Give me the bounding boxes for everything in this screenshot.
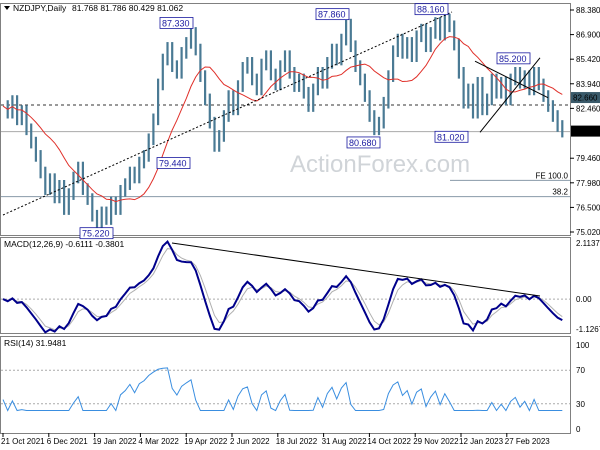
price-label: 87.330: [162, 18, 190, 28]
x-tick-label: 19 Jan 2022: [93, 437, 138, 446]
x-tick-label: 29 Nov 2022: [413, 437, 459, 446]
macd-line: [2, 240, 563, 334]
main-panel: [0, 3, 571, 236]
price-plot: FE 100.0 38.2 87.330 87.860 88.160 85.200 82.6…: [1, 3, 600, 240]
fib-label: FE 100.0: [536, 171, 569, 180]
price-label: 75.220: [82, 229, 110, 239]
x-tick-label: 2 Jun 2022: [230, 437, 270, 446]
y-tick-label: 76.500: [576, 203, 600, 212]
price-label-box: [434, 130, 469, 143]
current-price-box: [571, 125, 600, 137]
price-label: 85.200: [499, 54, 527, 64]
x-tick-label: 6 Dec 2021: [47, 437, 88, 446]
y-tick-label: 77.980: [576, 179, 600, 188]
price-label-box: [346, 136, 381, 149]
price-label: 88.160: [417, 5, 445, 15]
price-label-box: [79, 227, 114, 240]
price-label-box: [156, 157, 191, 169]
macd-plot: 2.1137 0.00 -1.1267: [1, 239, 600, 334]
price-label: 81.020: [437, 132, 465, 142]
x-tick-label: 31 Aug 2022: [322, 437, 367, 446]
macd-tick-label: 2.1137: [576, 239, 600, 248]
price-label: 87.860: [318, 10, 346, 20]
price-marker-box: [571, 92, 600, 104]
watermark: ActionForex.com: [290, 151, 470, 178]
rsi-tick-label: 30: [576, 400, 585, 409]
y-tick-label: 85.420: [576, 55, 600, 64]
rsi-panel: [0, 336, 571, 434]
price-label-box: [159, 17, 194, 29]
y-tick-label: 88.380: [576, 6, 600, 15]
x-tick-label: 18 Jul 2022: [276, 437, 318, 446]
price-label: 79.440: [159, 159, 187, 169]
moving-average-line: [2, 36, 563, 203]
y-tick-label: 75.020: [576, 228, 600, 237]
price-label: 80.680: [349, 138, 377, 148]
y-tick-label: 83.940: [576, 80, 600, 89]
rsi-tick-label: 70: [576, 366, 585, 375]
price-label-box: [414, 3, 449, 16]
symbol-title: NZDJPY,Daily: [13, 3, 67, 13]
rsi-title: RSI(14) 31.9481: [4, 338, 67, 348]
x-tick-label: 21 Oct 2021: [1, 437, 45, 446]
x-tick-label: 4 Mar 2022: [138, 437, 179, 446]
macd-title: MACD(12,26,9) -0.6111 -0.3801: [4, 239, 124, 249]
macd-tick-label: -1.1267: [576, 325, 600, 334]
macd-trendline: [171, 242, 541, 297]
rsi-tick-label: 100: [576, 341, 590, 350]
x-tick-label: 14 Oct 2022: [367, 437, 411, 446]
ohlc-readout: 81.768 81.786 80.429 81.062: [72, 3, 183, 13]
macd-panel: [0, 237, 571, 334]
y-tick-label: 86.900: [576, 31, 600, 40]
x-tick-label: 12 Jan 2023: [459, 437, 504, 446]
y-tick-label: 82.460: [576, 104, 600, 113]
price-marker-label: 82.660: [573, 94, 598, 103]
price-label-box: [496, 52, 531, 65]
x-tick-label: 27 Feb 2023: [505, 437, 550, 446]
fib-label: 38.2: [552, 188, 568, 197]
rsi-tick-label: 0: [576, 425, 581, 434]
macd-tick-label: 0.00: [576, 295, 592, 304]
wedge-line-upper: [474, 60, 549, 99]
macd-signal-line: [2, 248, 563, 331]
y-tick-label: 79.460: [576, 154, 600, 163]
price-label-box: [315, 8, 350, 21]
x-tick-label: 19 Apr 2022: [184, 437, 228, 446]
dropdown-triangle-icon[interactable]: [4, 6, 10, 10]
rsi-line: [2, 367, 563, 412]
wedge-line-lower: [479, 57, 541, 133]
current-price-label: 81.062: [573, 128, 598, 137]
rsi-plot: 100 70 30 0: [1, 341, 590, 434]
axes: 88.380 86.900 85.420 83.940 82.460 79.460 77.9…: [1, 6, 600, 446]
